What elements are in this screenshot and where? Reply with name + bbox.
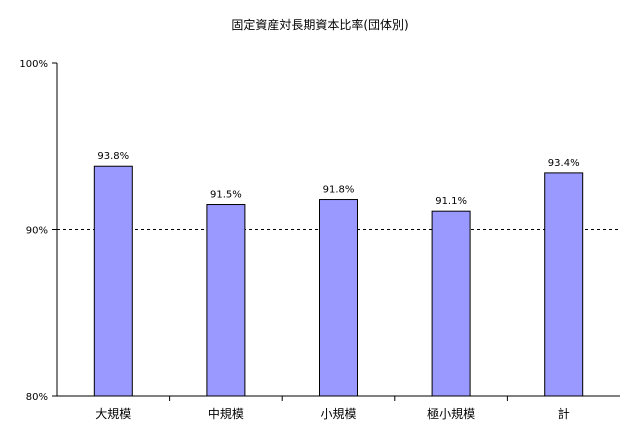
category-label-2: 小規模 — [320, 406, 356, 421]
category-label-3: 極小規模 — [427, 406, 475, 421]
y-tick-label-100: 100% — [19, 59, 48, 70]
bar-3 — [431, 210, 471, 397]
data-label-2: 91.8% — [323, 185, 355, 196]
bars-layer — [93, 165, 584, 397]
y-tick-label-80: 80% — [26, 392, 48, 403]
data-label-4: 93.4% — [548, 158, 580, 169]
chart-title: 固定資産対長期資本比率(団体別) — [231, 17, 408, 32]
bar-1 — [206, 204, 246, 397]
data-label-0: 93.8% — [97, 151, 129, 162]
y-tick-label-90: 90% — [26, 226, 48, 237]
category-label-4: 計 — [558, 406, 570, 421]
category-label-0: 大規模 — [95, 406, 131, 421]
bar-2 — [319, 199, 358, 397]
data-label-3: 91.1% — [435, 196, 467, 207]
labels-layer: 93.8% 大規模 91.5% 中規模 91.8% 小規模 91.1% 極小規模 93.4% 計 — [95, 151, 579, 421]
category-label-1: 中規模 — [208, 406, 244, 421]
bar-4 — [544, 172, 584, 397]
data-label-1: 91.5% — [210, 190, 242, 201]
axis-layer: 80% 90% 100% — [19, 59, 620, 403]
bar-0 — [93, 165, 133, 397]
